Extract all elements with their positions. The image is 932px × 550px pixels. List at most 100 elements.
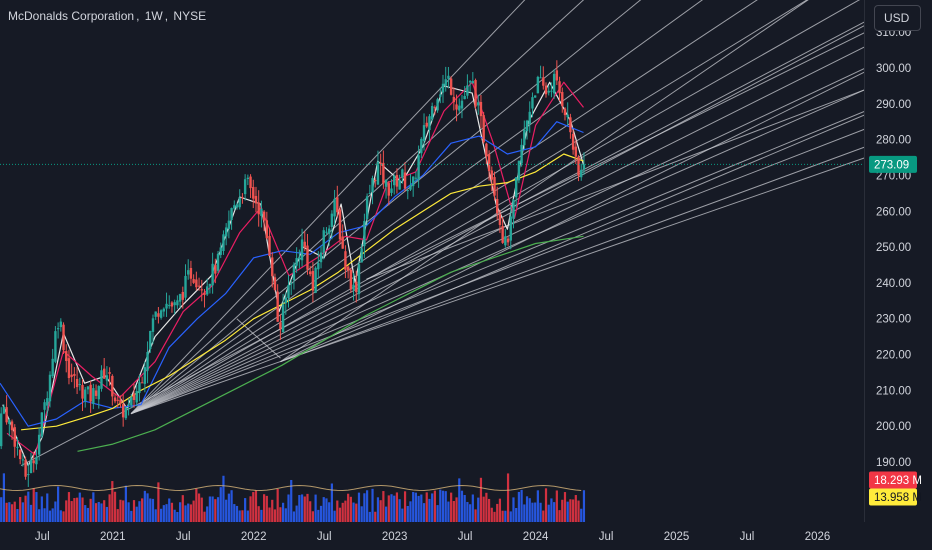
fan-lines (20, 0, 864, 467)
candle-body (24, 459, 27, 477)
title-separator-1: , (136, 9, 143, 23)
fan-line (280, 146, 864, 363)
volume-bar (311, 511, 315, 522)
volume-bar (520, 489, 523, 522)
volume-bar (444, 491, 447, 522)
price-axis[interactable]: 310.00300.00290.00280.00270.00260.00250.… (876, 27, 911, 469)
candle-body (336, 197, 339, 213)
candle-body (298, 257, 301, 260)
candle-body (393, 175, 396, 186)
volume-bar (371, 488, 374, 522)
candle-body (357, 264, 361, 295)
candle-body (374, 180, 377, 182)
candle-body (498, 213, 502, 225)
volume-bar (441, 490, 445, 522)
candle-body (260, 208, 263, 216)
volume-bar (493, 511, 496, 522)
volume-bar (487, 498, 491, 522)
price-tick-label: 220.00 (876, 350, 911, 362)
price-tick-label: 250.00 (876, 242, 911, 254)
candle-body (327, 228, 331, 234)
volume-bar (225, 499, 228, 522)
volume-bar (62, 511, 65, 522)
axis-divider (864, 0, 865, 522)
candle-body (447, 75, 450, 79)
volume-bar (252, 492, 255, 522)
volume-bar (70, 501, 73, 522)
candle-body (458, 105, 461, 111)
time-tick-label: 2022 (241, 531, 267, 543)
volume-bar (509, 511, 512, 522)
candle-body (571, 133, 575, 150)
volume-bar (474, 509, 477, 522)
candle-body (314, 267, 317, 293)
candle-body (70, 374, 73, 377)
volume-bar (157, 482, 160, 522)
candle-body (525, 120, 529, 132)
candle-body (306, 245, 309, 270)
volume-bar (149, 498, 152, 522)
volume-bar (92, 492, 95, 522)
volume-bar (504, 510, 507, 522)
volume-bar (5, 502, 8, 522)
candle-body (574, 146, 578, 157)
volume-bar (363, 493, 366, 522)
volume-bar (471, 494, 474, 522)
candle-body (466, 85, 469, 96)
candle-body (428, 116, 431, 131)
candle-body (420, 138, 423, 154)
candle-body (271, 257, 274, 277)
candle-body (290, 283, 293, 285)
volume-bar (281, 502, 285, 522)
candle-body (444, 79, 447, 86)
candle-body (514, 177, 518, 198)
time-axis[interactable]: Jul 2021 Jul 2022 Jul 2023 Jul 2024 Jul 2025 Jul 20… (35, 531, 830, 543)
time-tick-label: 2021 (100, 531, 126, 543)
candle-body (176, 300, 179, 306)
volume-bar (528, 498, 531, 522)
volume-bar (360, 506, 363, 522)
volume-bar (382, 491, 385, 522)
volume-bar (265, 495, 268, 522)
candle-body (485, 143, 488, 157)
candle-body (124, 407, 128, 419)
volume-bar (412, 491, 415, 522)
volume-bar (336, 500, 339, 522)
currency-button[interactable]: USD (874, 5, 921, 31)
volume-bar (151, 498, 155, 522)
volume-bar (75, 497, 79, 522)
candle-body (222, 234, 225, 251)
candle-body (143, 367, 147, 384)
candle-body (197, 285, 201, 287)
candle-body (97, 386, 100, 400)
interval-label[interactable]: 1W (144, 9, 163, 23)
candle-body (371, 178, 374, 193)
candle-body (363, 220, 366, 247)
candle-body (569, 117, 572, 133)
candle-body (403, 172, 407, 189)
fan-line (130, 0, 758, 415)
candle-body (509, 216, 512, 241)
candle-body (395, 174, 399, 187)
volume-bar (563, 492, 567, 522)
candle-body (542, 77, 545, 86)
volume-bar (496, 503, 499, 522)
candle-body (51, 358, 54, 377)
symbol-name[interactable]: McDonalds Corporation (8, 9, 135, 23)
volume-bar (417, 495, 420, 522)
moving-average-line-4 (21, 153, 584, 431)
candle-body (338, 209, 342, 240)
candle-body (154, 311, 157, 317)
candle-body (94, 390, 98, 396)
candle-body (132, 393, 136, 400)
candle-body (62, 324, 65, 351)
candle-body (252, 186, 255, 199)
volume-bar (455, 497, 458, 522)
candle-body (67, 358, 71, 379)
volume-bar (477, 497, 480, 522)
volume-bar (450, 492, 453, 522)
candle-body (40, 412, 44, 437)
candle-body (59, 321, 63, 328)
price-tick-label: 260.00 (876, 206, 911, 218)
